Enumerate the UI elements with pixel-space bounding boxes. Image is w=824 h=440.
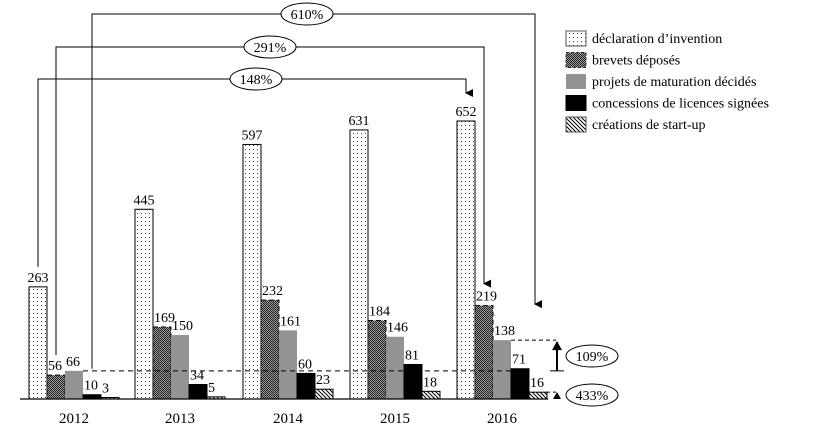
legend-label-1: brevets déposés	[592, 54, 680, 69]
value-label-2016-series-3: 71	[512, 353, 526, 368]
growth-connector-148pct-ellipse	[229, 67, 283, 91]
growth-label-433pct-ellipse	[565, 383, 619, 407]
annotations-layer: 148% 291% 610% 109% 433%	[37, 2, 619, 407]
bar-2013-series-3	[188, 384, 208, 400]
legend-swatch-4	[565, 116, 587, 133]
value-label-2015-series-2: 146	[387, 321, 408, 336]
value-label-2013-series-0: 445	[134, 193, 155, 208]
growth-connector-610pct-label: 610%	[291, 8, 324, 23]
legend-label-2: projets de maturation décidés	[592, 75, 756, 90]
bar-2012-series-3	[82, 394, 102, 400]
value-label-2012-series-1: 56	[48, 359, 62, 374]
x-tick-label-2014: 2014	[273, 411, 304, 427]
value-label-2013-series-1: 169	[154, 311, 175, 326]
legend-label-3: concessions de licences signées	[592, 97, 769, 112]
value-label-2014-series-1: 232	[262, 284, 283, 299]
bar-2015-series-1	[367, 320, 387, 400]
value-label-2013-series-2: 150	[172, 319, 193, 334]
legend-swatch-2	[566, 74, 586, 89]
value-label-2012-series-3: 10	[84, 379, 98, 394]
value-label-2015-series-3: 81	[405, 348, 419, 363]
legend-label-0: déclaration d’invention	[592, 32, 722, 47]
growth-connector-291pct-label: 291%	[254, 41, 287, 56]
value-label-2016-series-1: 219	[476, 290, 497, 305]
growth-connector-291pct-ellipse	[243, 35, 297, 59]
value-label-2012-series-4: 3	[102, 382, 109, 397]
legend-swatch-0	[565, 30, 587, 47]
legend: déclaration d’invention brevets déposés pr…	[565, 30, 769, 133]
value-label-2016-series-0: 652	[456, 105, 477, 120]
value-labels-layer: 263 445 597 631 652 56 169 232 184 219 66 150 161 146…	[28, 105, 545, 397]
bar-2014-series-1	[260, 299, 280, 400]
growth-connector-148pct-label: 148%	[240, 73, 273, 88]
bar-2016-series-4	[528, 391, 548, 400]
value-label-2012-series-0: 263	[28, 271, 49, 286]
bar-2015-series-2	[386, 336, 404, 399]
bar-2015-series-3	[403, 363, 423, 400]
value-label-2016-series-2: 138	[494, 324, 515, 339]
growth-label-109pct-label: 109%	[576, 350, 609, 365]
growth-connector-610pct-ellipse	[280, 2, 334, 26]
value-label-2013-series-3: 34	[190, 369, 204, 384]
x-tick-label-2015: 2015	[380, 411, 410, 427]
bar-2016-series-3	[510, 368, 530, 400]
growth-arrow-433pct	[553, 392, 561, 399]
value-label-2016-series-4: 16	[530, 376, 544, 391]
bar-2016-series-0	[456, 120, 476, 400]
value-label-2015-series-0: 631	[349, 114, 370, 129]
x-axis: 2012 2013 2014 2015 2016	[20, 398, 548, 427]
bar-2012-series-1	[46, 374, 66, 400]
x-tick-label-2012: 2012	[59, 411, 89, 427]
value-label-2014-series-0: 597	[242, 128, 263, 143]
growth-label-109pct-ellipse	[565, 344, 619, 368]
bars-layer	[28, 120, 548, 400]
bar-2014-series-0	[242, 143, 262, 400]
growth-label-433pct-label: 433%	[576, 389, 609, 404]
value-label-2015-series-4: 18	[423, 375, 437, 390]
x-tick-label-2013: 2013	[165, 411, 195, 427]
bar-2014-series-2	[279, 330, 297, 399]
value-label-2013-series-4: 5	[208, 381, 215, 396]
bar-2016-series-1	[474, 305, 494, 400]
bar-2015-series-4	[421, 390, 441, 400]
value-label-2014-series-3: 60	[298, 357, 312, 372]
bar-2014-series-3	[296, 372, 316, 400]
legend-label-4: créations de start-up	[592, 118, 706, 133]
bar-2013-series-1	[152, 326, 172, 400]
value-label-2012-series-2: 66	[66, 355, 80, 370]
legend-swatch-3	[565, 95, 587, 111]
value-label-2014-series-2: 161	[280, 314, 301, 329]
value-label-2014-series-4: 23	[316, 373, 330, 388]
bar-2014-series-4	[314, 388, 334, 400]
bar-2015-series-0	[349, 129, 369, 400]
legend-swatch-1	[565, 52, 587, 68]
x-tick-label-2016: 2016	[487, 411, 518, 427]
bar-2012-series-0	[28, 286, 48, 400]
bar-2013-series-2	[171, 335, 189, 399]
bar-2016-series-2	[493, 340, 511, 399]
value-label-2015-series-1: 184	[369, 305, 390, 320]
bar-2012-series-2	[65, 370, 83, 399]
